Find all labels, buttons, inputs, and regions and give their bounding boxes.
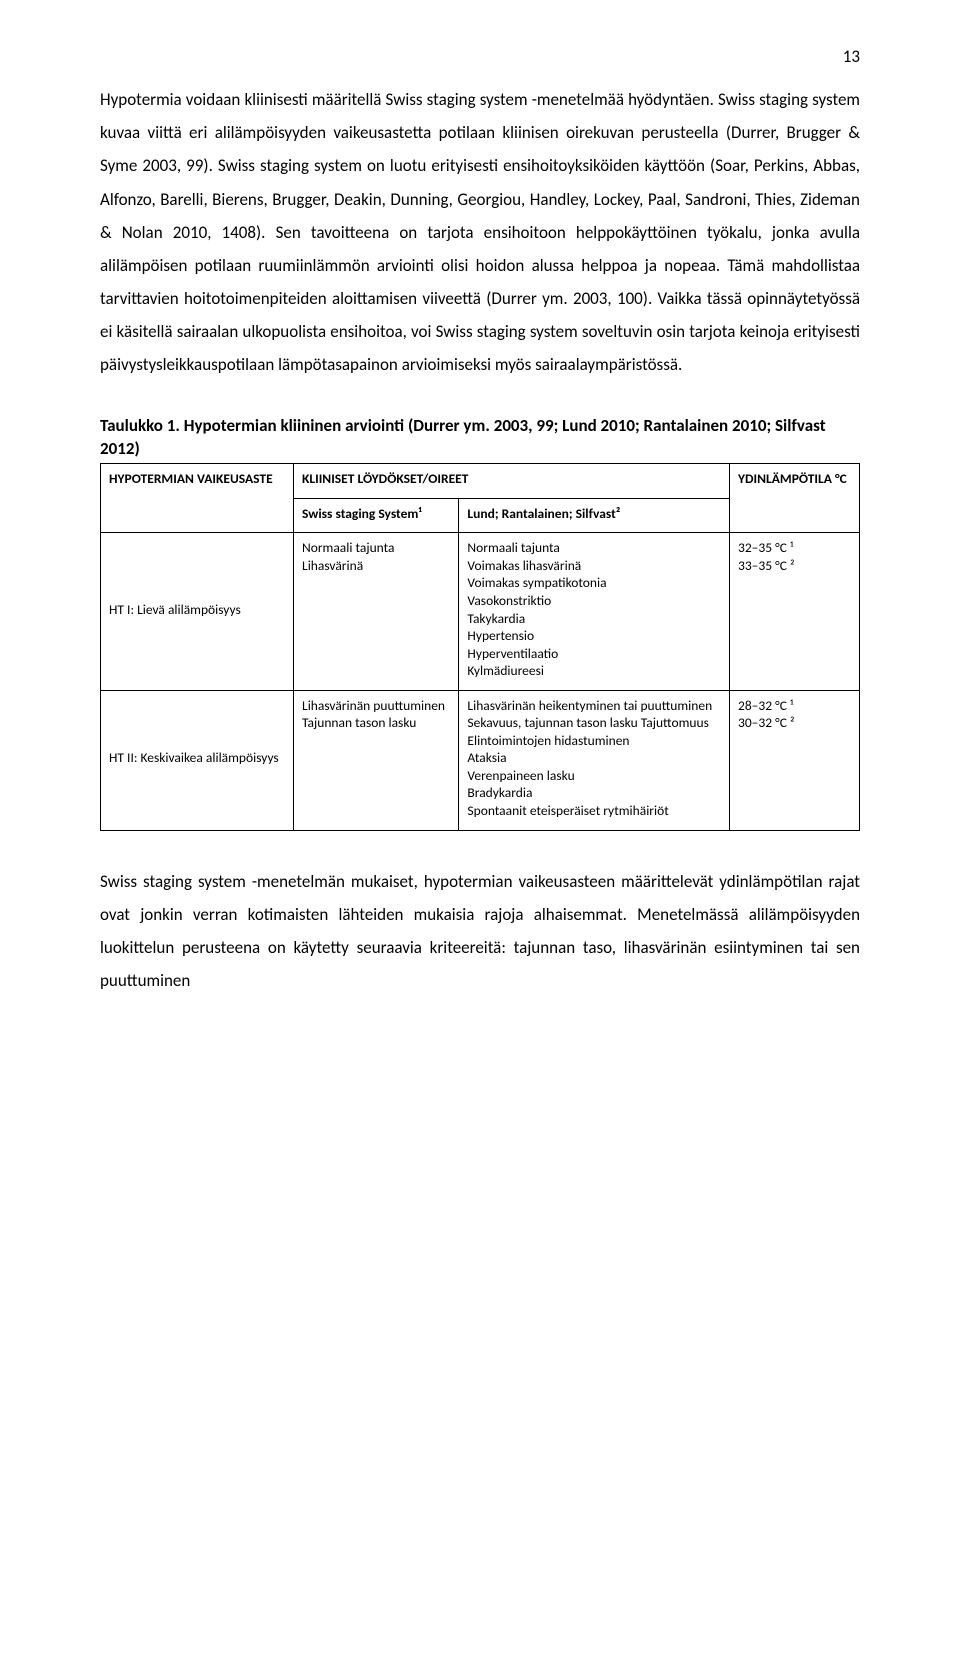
cell-temp: 28–32 °C ¹30–32 °C ² — [730, 690, 860, 830]
col-findings: KLIINISET LÖYDÖKSET/OIREET — [294, 464, 730, 499]
footer-paragraph: Swiss staging system -menetelmän mukaise… — [100, 865, 860, 998]
col-temp: YDINLÄMPÖTILA °C — [730, 464, 860, 533]
table-caption: Taulukko 1. Hypotermian kliininen arvioi… — [100, 415, 860, 461]
page-number: 13 — [100, 40, 860, 73]
table-row: HT I: Lievä alilämpöisyys Normaali tajun… — [101, 533, 860, 690]
cell-lund: Normaali tajuntaVoimakas lihasvärinäVoim… — [459, 533, 730, 690]
cell-swiss: Lihasvärinän puuttuminenTajunnan tason l… — [294, 690, 459, 830]
table-header-row-1: HYPOTERMIAN VAIKEUSASTE KLIINISET LÖYDÖK… — [101, 464, 860, 499]
cell-temp: 32–35 °C ¹33–35 °C ² — [730, 533, 860, 690]
cell-swiss: Normaali tajuntaLihasvärinä — [294, 533, 459, 690]
col-swiss: Swiss staging System¹ — [294, 498, 459, 533]
body-paragraph: Hypotermia voidaan kliinisesti määritell… — [100, 83, 860, 381]
cell-lund: Lihasvärinän heikentyminen tai puuttumin… — [459, 690, 730, 830]
col-lund: Lund; Rantalainen; Silfvast² — [459, 498, 730, 533]
col-severity: HYPOTERMIAN VAIKEUSASTE — [101, 464, 294, 533]
hypothermia-table: HYPOTERMIAN VAIKEUSASTE KLIINISET LÖYDÖK… — [100, 463, 860, 830]
table-row: HT II: Keskivaikea alilämpöisyys Lihasvä… — [101, 690, 860, 830]
cell-severity: HT I: Lievä alilämpöisyys — [101, 533, 294, 690]
cell-severity: HT II: Keskivaikea alilämpöisyys — [101, 690, 294, 830]
